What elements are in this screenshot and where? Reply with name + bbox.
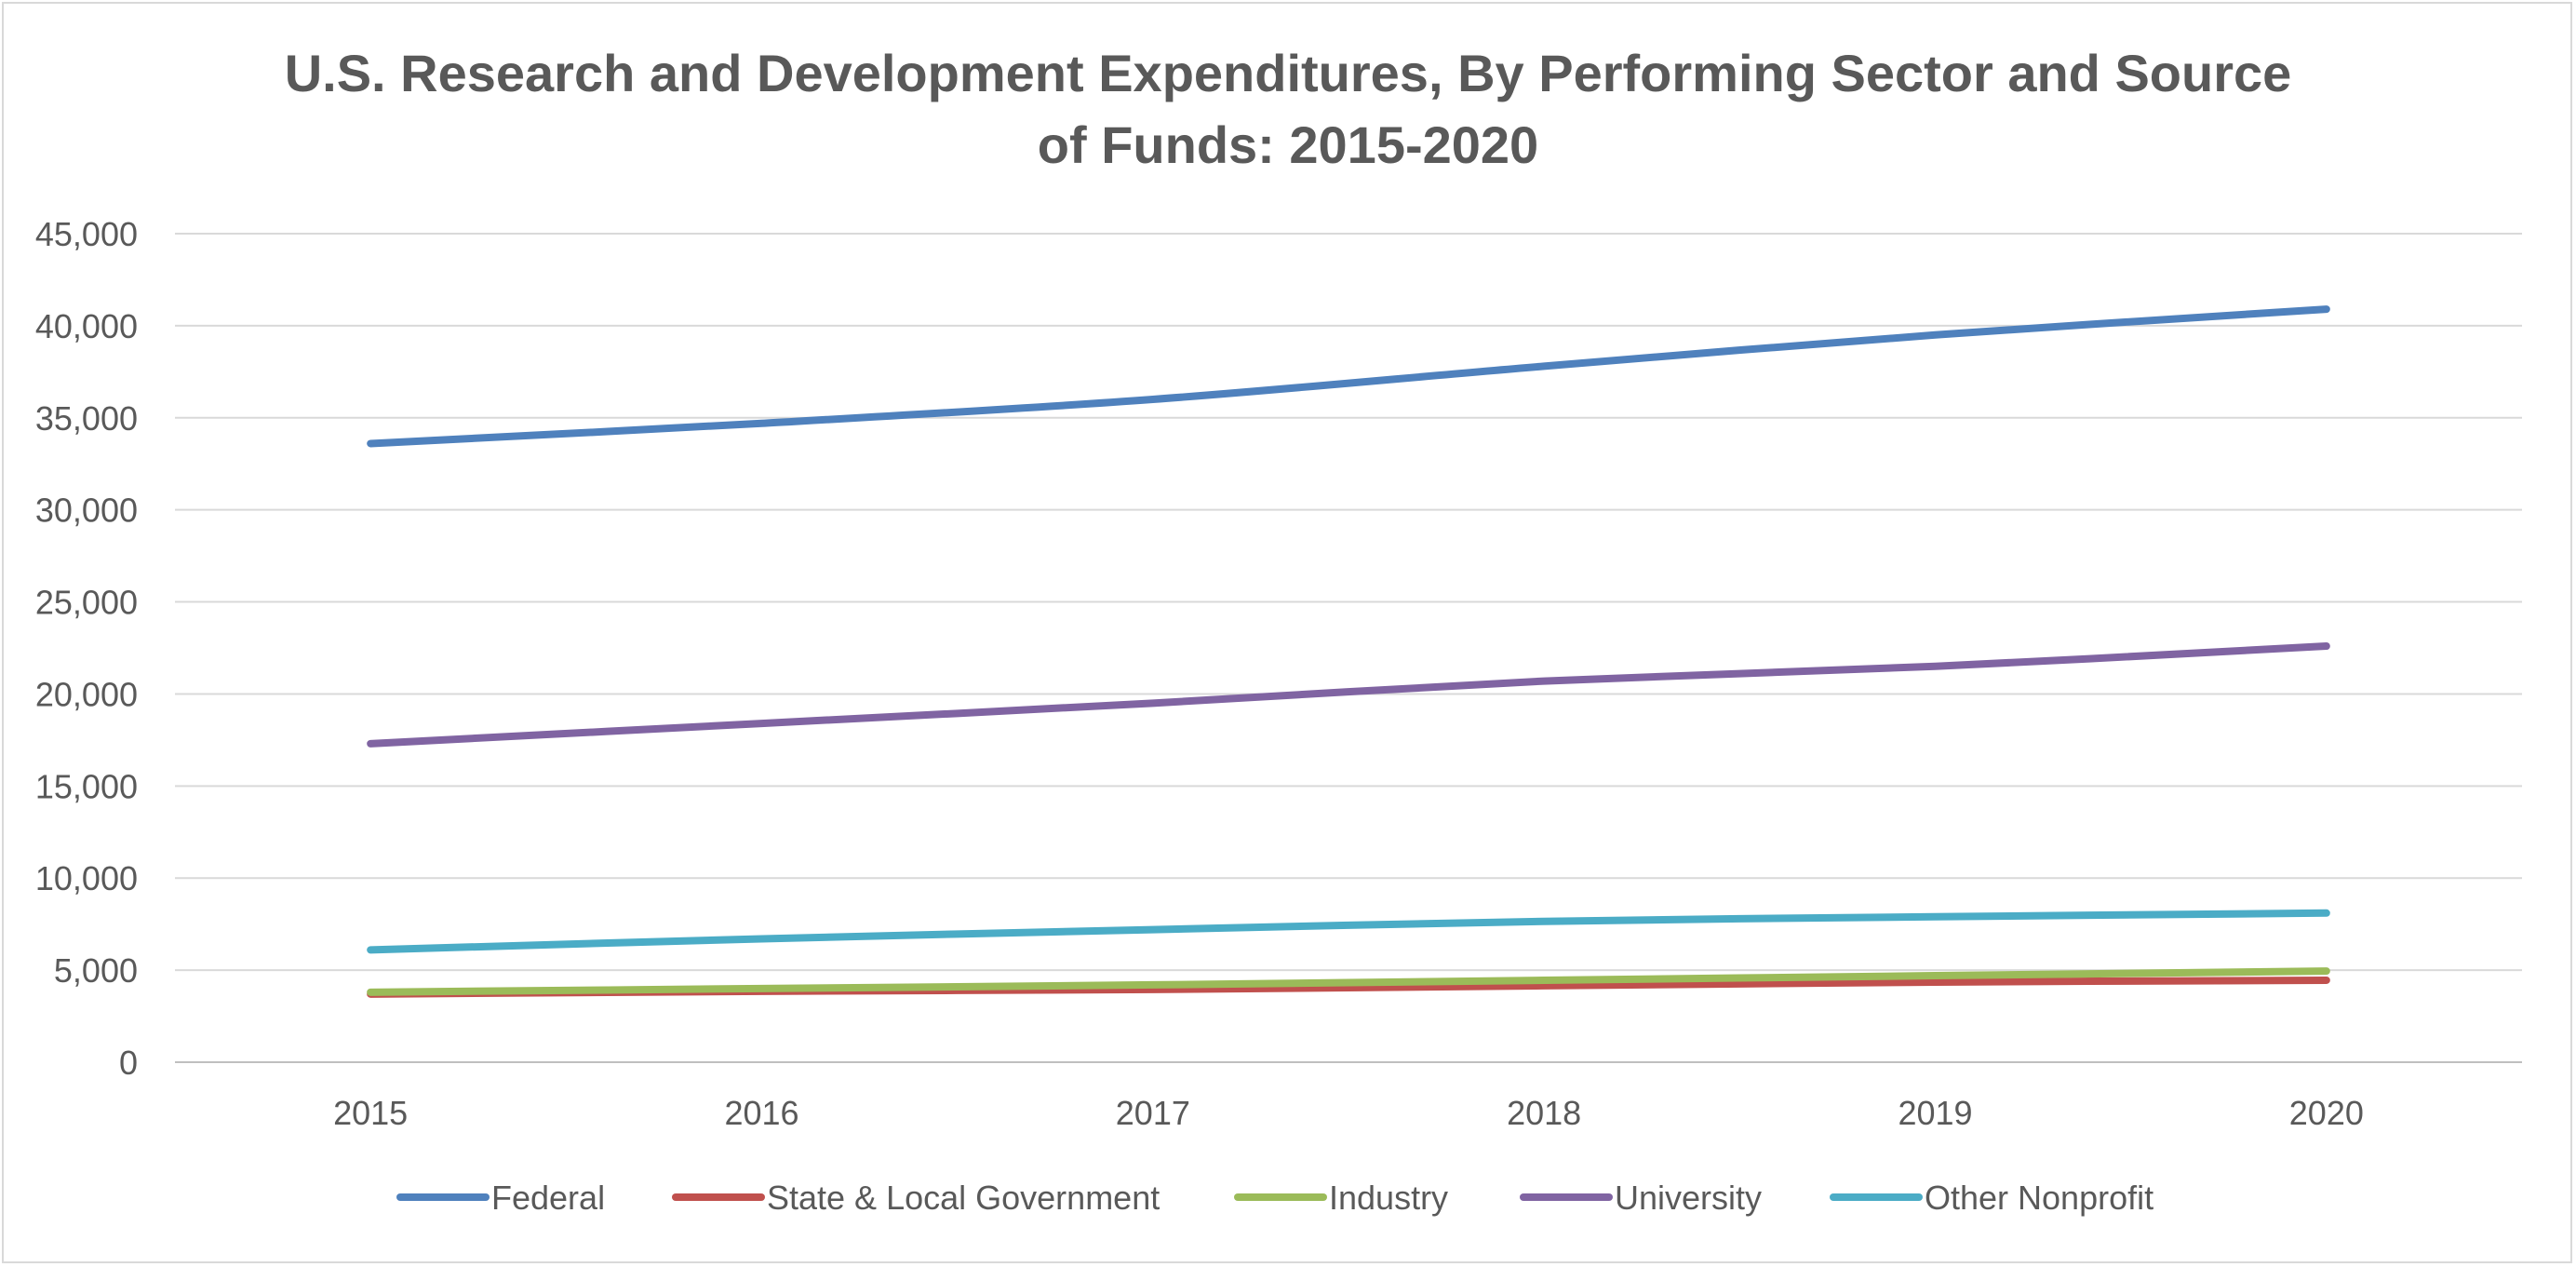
y-tick-label: 35,000: [35, 399, 138, 438]
legend-item-state-local-government: State & Local Government: [672, 1179, 1160, 1217]
series-line-other-nonprofit: [367, 909, 2330, 954]
y-tick-label: 10,000: [35, 859, 138, 897]
series-line-university: [367, 642, 2330, 748]
legend-label: Industry: [1329, 1179, 1448, 1217]
series-line-industry: [367, 967, 2330, 996]
legend-item-university: University: [1520, 1179, 1762, 1217]
y-tick-label: 25,000: [35, 584, 138, 622]
gridlines: [175, 233, 2522, 1063]
legend-item-federal: Federal: [396, 1179, 605, 1217]
x-tick-label: 2015: [333, 1094, 408, 1132]
x-tick-label: 2017: [1116, 1094, 1190, 1132]
chart-title-line-1: U.S. Research and Development Expenditur…: [285, 44, 2292, 102]
y-tick-label: 30,000: [35, 492, 138, 530]
series-lines: [367, 305, 2330, 998]
chart-title: U.S. Research and Development Expenditur…: [285, 44, 2292, 174]
legend-label: Federal: [491, 1179, 605, 1217]
legend-item-industry: Industry: [1234, 1179, 1448, 1217]
x-axis-tick-labels: 2015 2016 2017 2018 2019 2020: [333, 1094, 2364, 1132]
y-tick-label: 15,000: [35, 767, 138, 805]
x-tick-label: 2018: [1507, 1094, 1581, 1132]
y-axis-tick-labels: 0 5,000 10,000 15,000 20,000 25,000 30,000 35,0…: [35, 215, 138, 1082]
legend-label: University: [1615, 1179, 1762, 1217]
x-tick-label: 2016: [724, 1094, 798, 1132]
y-tick-label: 20,000: [35, 675, 138, 713]
legend: Federal State & Local Government Industry U…: [396, 1179, 2153, 1217]
y-tick-label: 40,000: [35, 307, 138, 345]
y-tick-label: 5,000: [54, 951, 138, 990]
x-tick-label: 2020: [2289, 1094, 2364, 1132]
series-line-federal: [367, 305, 2330, 448]
y-tick-label: 45,000: [35, 215, 138, 253]
chart-title-line-2: of Funds: 2015-2020: [1038, 115, 1538, 174]
legend-label: Other Nonprofit: [1925, 1179, 2153, 1217]
x-tick-label: 2019: [1898, 1094, 1972, 1132]
y-tick-label: 0: [119, 1044, 138, 1082]
legend-item-other-nonprofit: Other Nonprofit: [1830, 1179, 2153, 1217]
legend-label: State & Local Government: [767, 1179, 1160, 1217]
